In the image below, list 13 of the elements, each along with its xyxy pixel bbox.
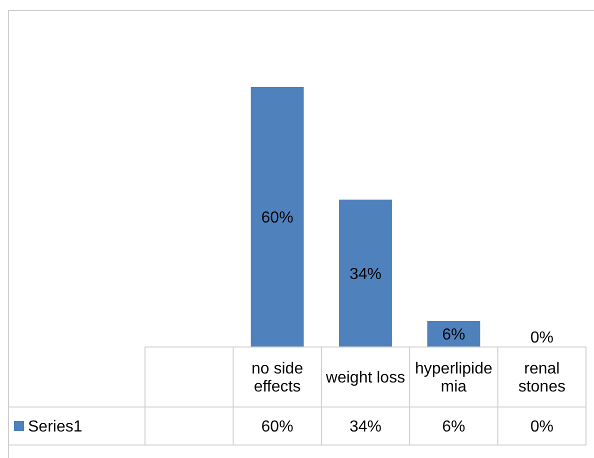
x-tick-label: no side effects bbox=[252, 360, 304, 396]
text: 34% bbox=[349, 266, 382, 283]
legend-label: Series1 bbox=[28, 418, 82, 436]
data-label: 60% bbox=[261, 418, 294, 436]
text: 6% bbox=[442, 326, 466, 344]
x-tick-label: weight loss bbox=[324, 370, 406, 387]
text: 0% bbox=[530, 330, 554, 347]
data-label: 6% bbox=[442, 418, 466, 436]
x-tick-label: hyperlipidemia bbox=[415, 360, 492, 396]
text: 60% bbox=[261, 210, 294, 227]
x-tick-label: renal stones bbox=[518, 360, 566, 396]
data-label: 0% bbox=[530, 418, 554, 436]
data-label: 34% bbox=[349, 418, 382, 436]
